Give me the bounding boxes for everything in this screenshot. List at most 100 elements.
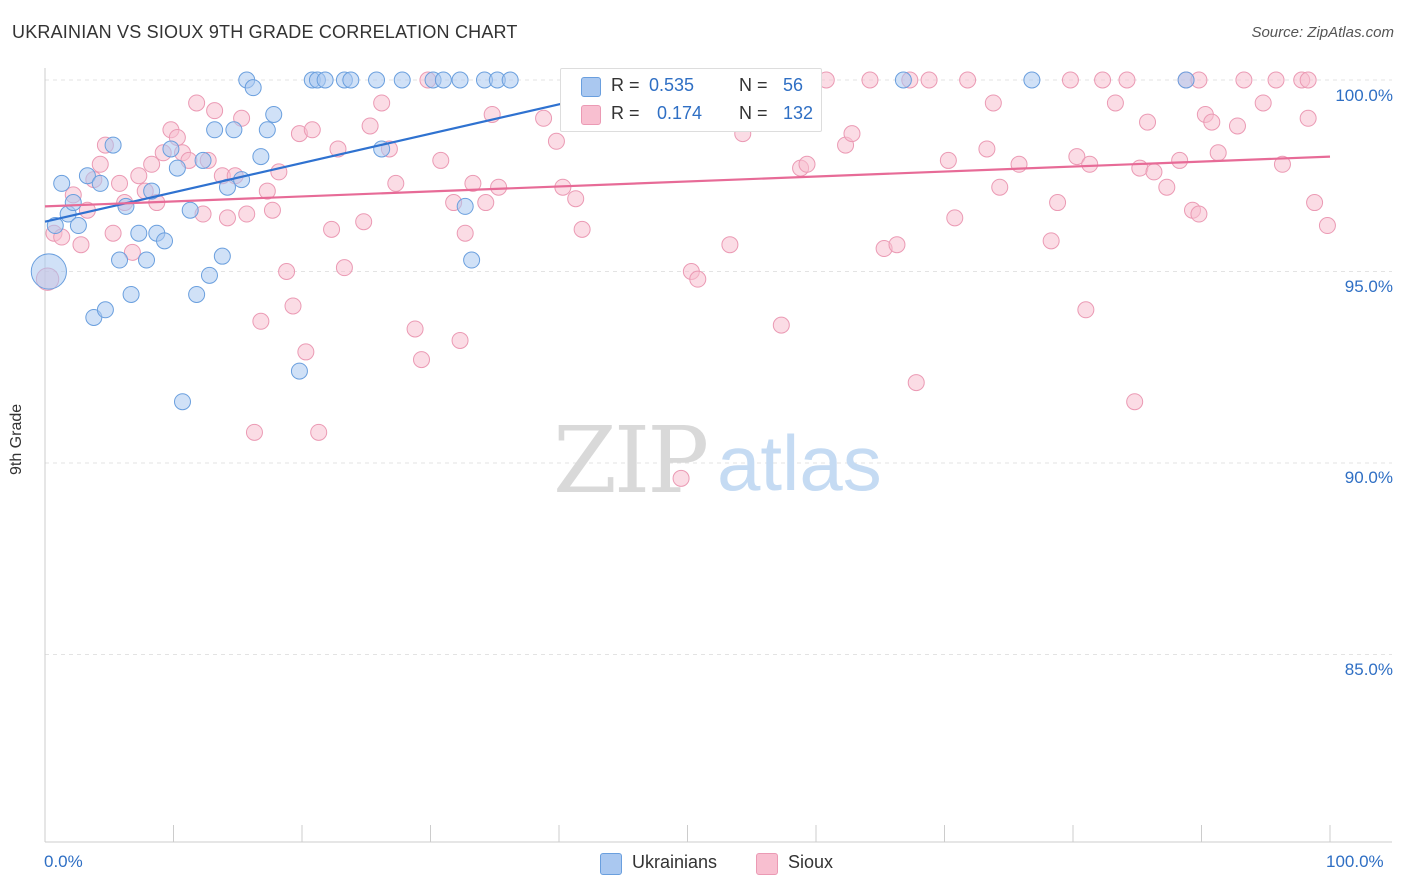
ukrainians-trend-line — [44, 82, 650, 223]
sioux-point — [1145, 163, 1163, 181]
sioux-point — [1190, 205, 1208, 223]
sioux-point — [547, 132, 565, 150]
ukrainians-point — [156, 232, 174, 250]
y-tick-label-85: 85.0% — [1344, 660, 1393, 679]
sioux-n-value: 132 — [783, 103, 814, 123]
ukrainians-point — [91, 174, 109, 192]
sioux-point — [456, 224, 474, 242]
sioux-point — [1049, 194, 1067, 212]
watermark: ZIP atlas — [553, 407, 882, 514]
sioux-point — [1171, 151, 1189, 169]
sioux-point — [1118, 71, 1136, 89]
points-layer — [30, 71, 1336, 487]
sioux-point — [907, 374, 925, 392]
sioux-point — [1077, 301, 1095, 319]
sioux-point — [1299, 109, 1317, 127]
sioux-point — [978, 140, 996, 158]
sioux-point — [535, 109, 553, 127]
sioux-point — [888, 236, 906, 254]
ukrainians-r-label: R = — [611, 75, 640, 95]
ukrainians-point — [64, 194, 82, 212]
sioux-point — [451, 331, 469, 349]
watermark-zip: ZIP — [553, 407, 706, 514]
sioux-n-label: N = — [739, 103, 768, 123]
sioux-point — [721, 236, 739, 254]
sioux-point — [1254, 94, 1272, 112]
sioux-point — [573, 220, 591, 238]
sioux-point — [672, 469, 690, 487]
sioux-r-value: 0.174 — [657, 103, 703, 123]
source-credit: Source: ZipAtlas.com — [1251, 24, 1394, 41]
sioux-point — [1158, 178, 1176, 196]
sioux-point — [284, 297, 302, 315]
sioux-r-label: R = — [611, 103, 640, 123]
sioux-point — [1042, 232, 1060, 250]
ukrainians-point — [894, 71, 912, 89]
ukrainians-point — [252, 148, 270, 166]
sioux-point — [1094, 71, 1112, 89]
sioux-point — [772, 316, 790, 334]
chart-title: UKRAINIAN VS SIOUX 9TH GRADE CORRELATION… — [12, 22, 518, 42]
ukrainians-point — [1023, 71, 1041, 89]
ukrainians-point — [368, 71, 386, 89]
sioux-point — [406, 320, 424, 338]
sioux-point — [278, 263, 296, 280]
sioux-point — [939, 151, 957, 169]
sioux-point — [258, 182, 276, 200]
sioux-point — [1068, 148, 1086, 166]
ukrainians-point — [78, 167, 96, 185]
sioux-point — [1318, 217, 1336, 235]
ukrainians-point — [69, 217, 87, 235]
sioux-point — [245, 423, 263, 441]
ukrainians-point — [265, 105, 283, 123]
y-axis-label: 9th Grade — [8, 403, 25, 475]
sioux-point — [91, 155, 109, 173]
sioux-point — [310, 423, 328, 441]
ukrainians-point — [1177, 71, 1195, 89]
ukrainians-point — [188, 285, 206, 303]
ukrainians-point — [46, 217, 64, 235]
sioux-point — [104, 224, 122, 242]
sioux-point — [335, 259, 353, 277]
ukrainians-point — [342, 71, 360, 89]
ukrainians-point — [316, 71, 334, 89]
ukrainians-point — [501, 71, 519, 89]
sioux-point — [303, 121, 321, 139]
axes-layer — [44, 68, 1392, 843]
sioux-point — [946, 209, 964, 227]
stats-legend: R = 0.535 N = 56 R = 0.174 N = 132 — [560, 68, 822, 132]
sioux-trend-line — [44, 155, 1331, 208]
y-tick-label-95: 95.0% — [1344, 277, 1393, 296]
ukrainians-n-label: N = — [739, 75, 768, 95]
sioux-point — [490, 178, 508, 196]
sioux-point — [1306, 194, 1324, 212]
ukrainians-point — [233, 171, 251, 189]
ukrainians-point — [104, 136, 122, 154]
sioux-point — [72, 236, 90, 254]
y-tick-label-100: 100.0% — [1335, 86, 1393, 105]
sioux-point — [464, 174, 482, 192]
ukrainians-r-value: 0.535 — [649, 75, 695, 95]
ukrainians-point — [434, 71, 452, 89]
ukrainians-point — [258, 121, 276, 139]
sioux-point — [263, 201, 281, 219]
sioux-legend-label: Sioux — [788, 852, 834, 872]
ukrainians-point — [122, 285, 140, 303]
sioux-point — [1106, 94, 1124, 112]
sioux-swatch — [581, 105, 601, 125]
ukrainians-point — [96, 301, 114, 319]
sioux-point — [477, 194, 495, 212]
sioux-point — [1203, 113, 1221, 131]
sioux-point — [959, 71, 977, 89]
sioux-point — [1139, 113, 1157, 131]
ukrainians-point — [393, 71, 411, 89]
sioux-point — [991, 178, 1009, 196]
sioux-point — [1061, 71, 1079, 89]
ukrainians-point — [138, 251, 156, 269]
x-tick-label-right: 100.0% — [1326, 852, 1384, 871]
sioux-point — [206, 102, 224, 120]
ukrainians-point — [53, 174, 71, 192]
ukrainians-point — [194, 151, 212, 169]
sioux-point — [432, 151, 450, 169]
ukrainians-point — [173, 393, 191, 411]
